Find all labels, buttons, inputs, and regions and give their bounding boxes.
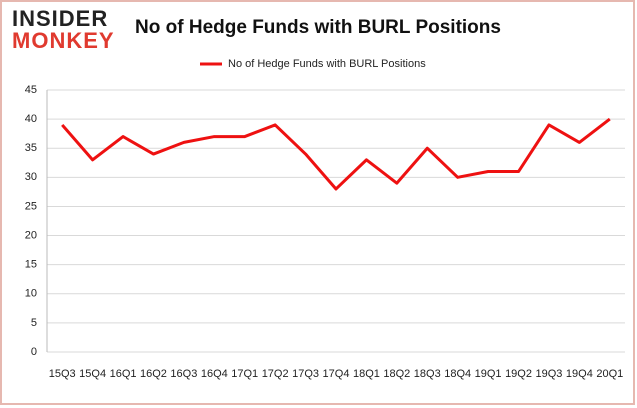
y-tick-label: 0 <box>31 346 37 358</box>
y-tick-label: 35 <box>25 142 37 154</box>
chart-title: No of Hedge Funds with BURL Positions <box>135 17 501 38</box>
x-tick-label: 16Q4 <box>201 368 228 380</box>
x-tick-label: 19Q1 <box>475 368 502 380</box>
x-tick-label: 18Q1 <box>353 368 380 380</box>
logo-line1: INSIDER <box>12 6 108 31</box>
x-tick-label: 16Q2 <box>140 368 167 380</box>
y-tick-label: 40 <box>25 113 37 125</box>
logo-line2: MONKEY <box>12 28 115 53</box>
y-tick-label: 45 <box>25 84 37 96</box>
x-tick-label: 17Q2 <box>262 368 289 380</box>
x-tick-label: 17Q1 <box>231 368 258 380</box>
x-tick-label: 15Q3 <box>49 368 76 380</box>
y-tick-label: 15 <box>25 259 37 271</box>
x-tick-label: 17Q3 <box>292 368 319 380</box>
x-tick-label: 19Q3 <box>535 368 562 380</box>
y-tick-label: 30 <box>25 171 37 183</box>
x-tick-label: 18Q4 <box>444 368 471 380</box>
y-tick-label: 5 <box>31 317 37 329</box>
x-tick-label: 20Q1 <box>596 368 623 380</box>
y-tick-label: 10 <box>25 288 37 300</box>
x-tick-label: 18Q3 <box>414 368 441 380</box>
x-tick-label: 17Q4 <box>323 368 350 380</box>
line-series <box>61 117 611 191</box>
x-tick-label: 16Q3 <box>170 368 197 380</box>
y-tick-label: 20 <box>25 229 37 241</box>
legend-label: No of Hedge Funds with BURL Positions <box>228 58 426 70</box>
x-tick-label: 19Q4 <box>566 368 593 380</box>
x-tick-label: 18Q2 <box>383 368 410 380</box>
x-tick-label: 19Q2 <box>505 368 532 380</box>
y-tick-label: 25 <box>25 200 37 212</box>
x-tick-label: 16Q1 <box>110 368 137 380</box>
x-tick-label: 15Q4 <box>79 368 106 380</box>
